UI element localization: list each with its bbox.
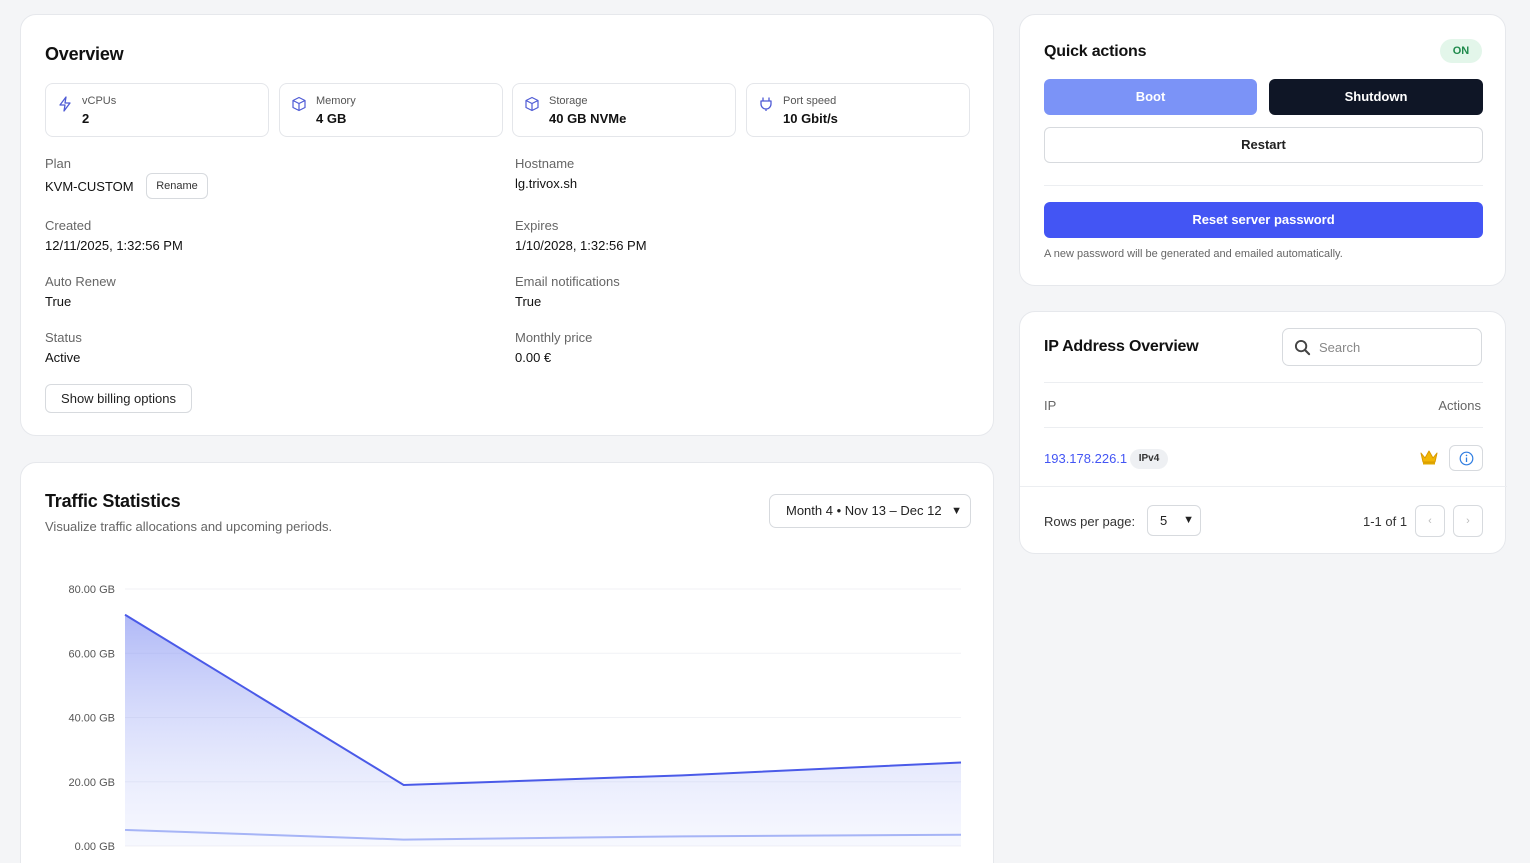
y-tick-label: 20.00 GB bbox=[69, 777, 115, 789]
email-notifications-label: Email notifications bbox=[515, 274, 620, 289]
status-value: Active bbox=[45, 350, 81, 365]
plug-icon bbox=[760, 97, 772, 111]
monthly-price-label: Monthly price bbox=[515, 330, 593, 345]
chevron-down-icon: ▼ bbox=[1183, 514, 1194, 526]
hostname-label: Hostname bbox=[515, 156, 575, 171]
reset-password-note: A new password will be generated and ema… bbox=[1044, 248, 1343, 260]
traffic-chart: 80.00 GB 60.00 GB 40.00 GB 20.00 GB 0.00 GB bbox=[69, 584, 962, 853]
ip-search-box[interactable] bbox=[1282, 328, 1482, 366]
traffic-statistics-card: Traffic Statistics Visualize traffic all… bbox=[20, 462, 994, 863]
y-tick-label: 0.00 GB bbox=[75, 841, 115, 853]
traffic-subtitle: Visualize traffic allocations and upcomi… bbox=[45, 519, 333, 534]
stat-vcpus: vCPUs 2 bbox=[45, 83, 269, 137]
stat-label: Memory bbox=[316, 95, 356, 107]
email-notifications-value: True bbox=[515, 294, 542, 309]
chevron-left-icon: ‹ bbox=[1428, 515, 1432, 527]
rows-per-page-select[interactable]: 5 ▼ bbox=[1147, 505, 1201, 536]
ip-version-badge: IPv4 bbox=[1130, 449, 1168, 469]
restart-button[interactable]: Restart bbox=[1044, 127, 1483, 163]
chevron-down-icon: ▼ bbox=[951, 505, 962, 517]
divider bbox=[1020, 486, 1507, 487]
stat-label: Storage bbox=[549, 95, 588, 107]
cube-icon bbox=[292, 96, 306, 112]
search-icon bbox=[1294, 339, 1311, 356]
overview-card: Overview vCPUs 2 Memory 4 GB Storage 40 … bbox=[20, 14, 994, 436]
period-select[interactable]: Month 4 • Nov 13 – Dec 12 ▼ bbox=[769, 494, 971, 528]
chevron-right-icon: › bbox=[1466, 515, 1470, 527]
divider bbox=[1044, 427, 1483, 428]
traffic-title: Traffic Statistics bbox=[45, 491, 181, 511]
quick-actions-title: Quick actions bbox=[1044, 43, 1147, 60]
info-button[interactable] bbox=[1449, 445, 1483, 471]
stat-memory: Memory 4 GB bbox=[279, 83, 503, 137]
expires-label: Expires bbox=[515, 218, 559, 233]
series-line bbox=[124, 613, 962, 786]
stat-port-speed: Port speed 10 Gbit/s bbox=[746, 83, 970, 137]
info-icon bbox=[1459, 451, 1474, 466]
stat-label: Port speed bbox=[783, 95, 837, 107]
shutdown-button[interactable]: Shutdown bbox=[1269, 79, 1483, 115]
ip-overview-title: IP Address Overview bbox=[1044, 338, 1199, 355]
ip-address-overview-card: IP Address Overview IP Actions 193.178.2… bbox=[1019, 311, 1507, 554]
stat-value: 10 Gbit/s bbox=[783, 111, 838, 126]
column-header-ip: IP bbox=[1044, 398, 1057, 413]
previous-page-button[interactable]: ‹ bbox=[1415, 505, 1445, 537]
reset-server-password-button[interactable]: Reset server password bbox=[1044, 202, 1483, 238]
rows-per-page-value: 5 bbox=[1160, 513, 1168, 528]
next-page-button[interactable]: › bbox=[1453, 505, 1483, 537]
created-label: Created bbox=[45, 218, 92, 233]
stat-value: 4 GB bbox=[316, 111, 347, 126]
monthly-price-value: 0.00 € bbox=[515, 350, 552, 365]
plan-value: KVM-CUSTOM bbox=[45, 179, 134, 194]
boot-button[interactable]: Boot bbox=[1044, 79, 1257, 115]
quick-actions-card: Quick actions ON Boot Shutdown Restart R… bbox=[1019, 14, 1506, 286]
stat-value: 2 bbox=[82, 111, 90, 126]
created-value: 12/11/2025, 1:32:56 PM bbox=[45, 238, 183, 253]
search-input[interactable] bbox=[1319, 337, 1469, 357]
rename-button[interactable]: Rename bbox=[146, 173, 208, 199]
period-select-value: Month 4 • Nov 13 – Dec 12 bbox=[786, 503, 942, 518]
y-tick-label: 60.00 GB bbox=[69, 648, 115, 660]
autorenew-label: Auto Renew bbox=[45, 274, 116, 289]
expires-value: 1/10/2028, 1:32:56 PM bbox=[515, 238, 647, 253]
status-label: Status bbox=[45, 330, 82, 345]
divider bbox=[1044, 185, 1483, 186]
column-header-actions: Actions bbox=[1438, 398, 1481, 413]
ip-address-link[interactable]: 193.178.226.1 bbox=[1044, 451, 1128, 466]
lightning-icon bbox=[59, 96, 71, 112]
plan-label: Plan bbox=[45, 156, 72, 171]
stat-label: vCPUs bbox=[82, 95, 117, 107]
pagination-range: 1-1 of 1 bbox=[1363, 514, 1408, 529]
series-line bbox=[124, 828, 962, 841]
y-tick-label: 80.00 GB bbox=[69, 584, 115, 596]
crown-icon[interactable] bbox=[1419, 448, 1439, 466]
show-billing-options-button[interactable]: Show billing options bbox=[45, 384, 192, 413]
cube-icon bbox=[525, 96, 539, 112]
rows-per-page-label: Rows per page: bbox=[1044, 514, 1136, 529]
autorenew-value: True bbox=[45, 294, 72, 309]
series-area bbox=[125, 614, 961, 846]
stat-storage: Storage 40 GB NVMe bbox=[512, 83, 736, 137]
overview-title: Overview bbox=[45, 44, 124, 64]
hostname-value: lg.trivox.sh bbox=[515, 176, 578, 191]
divider bbox=[1044, 382, 1483, 383]
stat-value: 40 GB NVMe bbox=[549, 111, 627, 126]
status-badge: ON bbox=[1440, 39, 1482, 63]
y-tick-label: 40.00 GB bbox=[69, 713, 115, 725]
